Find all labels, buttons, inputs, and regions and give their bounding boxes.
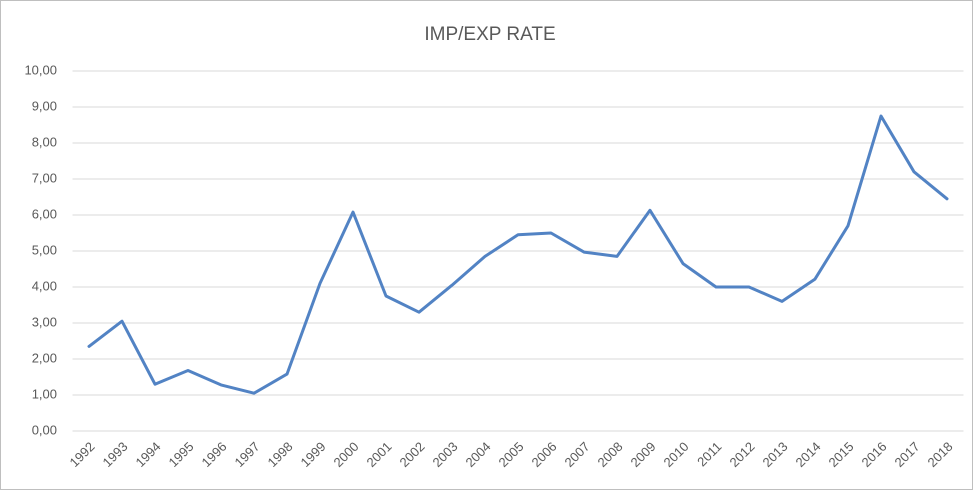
y-tick-label: 3,00	[32, 314, 57, 329]
y-tick-label: 10,00	[24, 62, 57, 77]
y-tick-label: 7,00	[32, 170, 57, 185]
y-tick-label: 2,00	[32, 350, 57, 365]
y-tick-label: 8,00	[32, 134, 57, 149]
chart-title: IMP/EXP RATE	[424, 24, 555, 45]
y-tick-label: 0,00	[32, 422, 57, 437]
y-tick-label: 1,00	[32, 386, 57, 401]
y-tick-label: 6,00	[32, 206, 57, 221]
y-tick-label: 9,00	[32, 98, 57, 113]
line-series	[87, 114, 949, 395]
y-tick-label: 5,00	[32, 242, 57, 257]
y-tick-label: 4,00	[32, 278, 57, 293]
